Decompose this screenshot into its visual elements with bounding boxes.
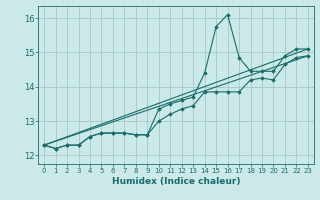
X-axis label: Humidex (Indice chaleur): Humidex (Indice chaleur) bbox=[112, 177, 240, 186]
